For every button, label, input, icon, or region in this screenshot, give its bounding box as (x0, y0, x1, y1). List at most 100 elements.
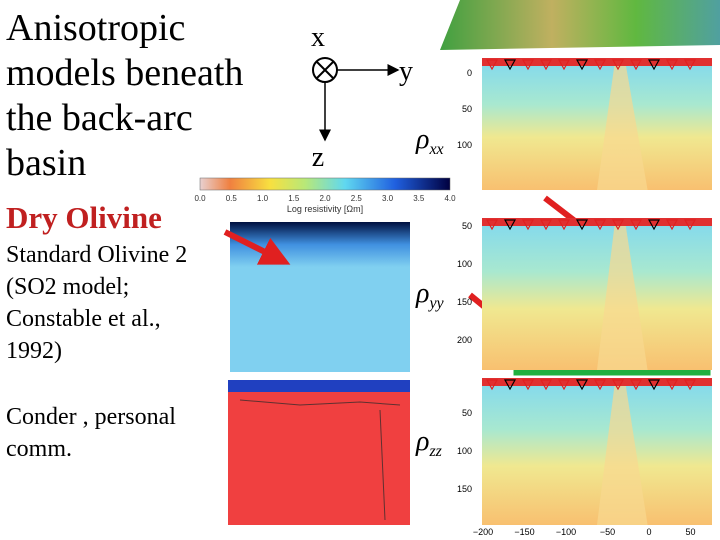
station-marker (647, 379, 661, 391)
axis-y-label: y (399, 56, 413, 87)
distance-tick-label: −150 (514, 527, 534, 537)
station-marker (611, 219, 625, 231)
colorbar-tick-label: 2.5 (351, 194, 363, 203)
component-label: ρyy (415, 278, 445, 312)
station-marker (665, 59, 679, 71)
station-marker (557, 59, 571, 71)
component-symbol: ρ (415, 426, 429, 457)
component-subscript: zz (428, 443, 442, 460)
axis-x-cross (316, 61, 334, 79)
station-marker (593, 59, 607, 71)
station-marker (683, 59, 697, 71)
station-marker (629, 219, 643, 231)
station-marker (593, 379, 607, 391)
station-marker (683, 219, 697, 231)
colorbar-tick-label: 0.5 (226, 194, 238, 203)
depth-tick-label: 100 (457, 446, 472, 456)
depth-tick-label: 50 (462, 221, 472, 231)
model-text-line: Conder , personal (6, 404, 176, 430)
station-marker (611, 59, 625, 71)
station-marker (539, 379, 553, 391)
station-marker (683, 379, 697, 391)
station-marker (611, 379, 625, 391)
station-marker (629, 59, 643, 71)
component-subscript: yy (427, 295, 444, 312)
depth-tick-label: 0 (467, 68, 472, 78)
colorbar (199, 177, 451, 191)
resistivity-section (482, 218, 712, 370)
station-marker (503, 219, 517, 231)
station-marker (503, 379, 517, 391)
axis-x-label: x (311, 22, 325, 53)
station-marker (557, 379, 571, 391)
model-text-line: 1992) (6, 338, 62, 364)
station-marker (575, 379, 589, 391)
station-marker (647, 219, 661, 231)
station-marker (521, 219, 535, 231)
slab-feature (597, 218, 648, 370)
station-marker (647, 59, 661, 71)
station-marker (629, 379, 643, 391)
colorbar-tick-label: 1.0 (257, 194, 269, 203)
depth-tick-label: 100 (457, 259, 472, 269)
station-marker (521, 379, 535, 391)
title-line: the back-arc (6, 97, 193, 139)
component-symbol: ρ (415, 278, 429, 309)
axes-diagram: x y z (311, 22, 413, 173)
title-line: basin (6, 142, 86, 184)
station-marker (593, 219, 607, 231)
station-marker (485, 379, 499, 391)
axis-z-label: z (312, 142, 324, 173)
distance-tick-label: −200 (473, 527, 493, 537)
distance-tick-label: −100 (556, 527, 576, 537)
station-marker (557, 219, 571, 231)
subtitle: Dry Olivine (6, 200, 162, 235)
slab-feature (597, 378, 648, 525)
slab-feature (597, 58, 648, 190)
colorbar-tick-label: 4.0 (444, 194, 456, 203)
distance-tick-label: 50 (685, 527, 695, 537)
surface-band (482, 378, 712, 386)
station-marker (665, 379, 679, 391)
station-marker (485, 219, 499, 231)
model-text-line: Standard Olivine 2 (6, 242, 187, 268)
station-marker (485, 59, 499, 71)
resistivity-section (482, 58, 712, 190)
colorbar-tick-label: 3.0 (382, 194, 394, 203)
resistivity-section (482, 378, 712, 525)
depth-tick-label: 200 (457, 335, 472, 345)
surface-band (482, 218, 712, 226)
station-marker (665, 219, 679, 231)
depth-tick-label: 50 (462, 408, 472, 418)
conder-model-image (228, 385, 410, 525)
station-marker (575, 59, 589, 71)
colorbar-tick-label: 3.5 (413, 194, 425, 203)
depth-tick-label: 150 (457, 484, 472, 494)
component-label: ρzz (415, 426, 443, 460)
conder-contours (239, 399, 401, 521)
model-text-line: comm. (6, 436, 72, 462)
colorbar-tick-label: 1.5 (288, 194, 300, 203)
arrow (223, 229, 291, 265)
component-label: ρxx (415, 124, 444, 158)
title-line: Anisotropic (6, 7, 185, 49)
depth-tick-label: 100 (457, 140, 472, 150)
station-marker (503, 59, 517, 71)
distance-tick-label: 0 (646, 527, 651, 537)
station-marker (539, 219, 553, 231)
component-subscript: xx (428, 141, 443, 158)
title-line: models beneath (6, 52, 243, 94)
station-marker (521, 59, 535, 71)
depth-tick-label: 50 (462, 104, 472, 114)
component-symbol: ρ (415, 124, 429, 155)
distance-tick-label: −50 (600, 527, 615, 537)
model-text-line: Constable et al., (6, 306, 161, 332)
colorbar-tick-label: 2.0 (319, 194, 331, 203)
colorbar-label: Log resistivity [Ωm] (287, 204, 363, 214)
conder-model-top (228, 380, 410, 392)
depth-tick-label: 150 (457, 297, 472, 307)
map-image (440, 0, 720, 50)
surface-band (482, 58, 712, 66)
station-marker (575, 219, 589, 231)
